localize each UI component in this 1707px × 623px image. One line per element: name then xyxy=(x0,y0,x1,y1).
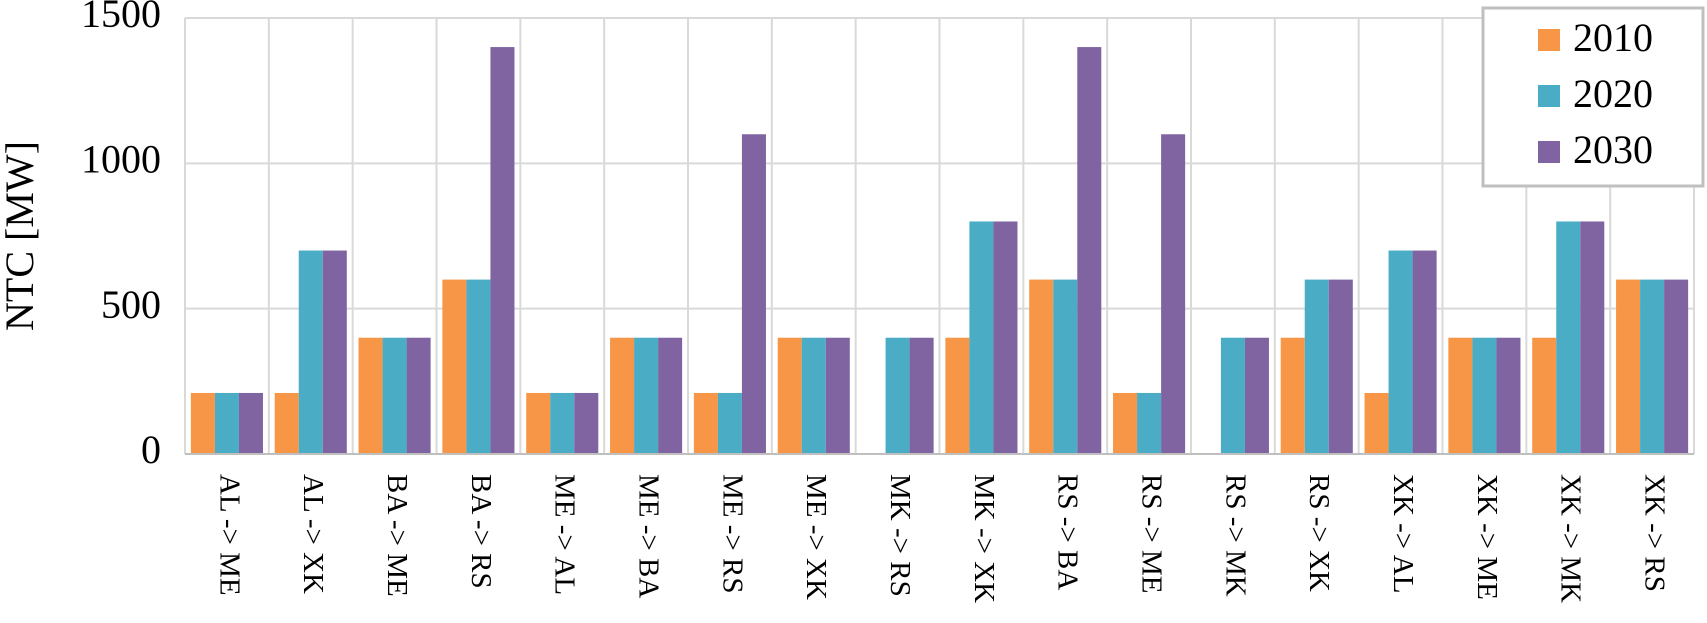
bar xyxy=(1448,337,1473,454)
bar xyxy=(190,392,215,454)
legend-label: 2020 xyxy=(1573,71,1653,116)
bar xyxy=(382,337,407,454)
legend-swatch xyxy=(1538,85,1560,107)
bar xyxy=(1077,47,1102,455)
bar xyxy=(1616,279,1641,454)
x-tick-label: XK -> ME xyxy=(1471,474,1503,600)
bar xyxy=(322,250,347,454)
y-tick-label: 500 xyxy=(101,282,161,327)
bar xyxy=(490,47,515,455)
bar xyxy=(1053,279,1078,454)
bar xyxy=(1244,337,1269,454)
bar xyxy=(909,337,934,454)
bar xyxy=(741,134,766,454)
x-tick-label: ME -> BA xyxy=(632,474,664,598)
bar xyxy=(801,337,826,454)
bar xyxy=(1412,250,1437,454)
legend-label: 2030 xyxy=(1573,127,1653,172)
bar xyxy=(574,392,599,454)
y-tick-label: 1500 xyxy=(81,0,161,36)
bar xyxy=(1496,337,1521,454)
bar xyxy=(1640,279,1665,454)
x-tick-label: AL -> ME xyxy=(213,474,245,596)
bar xyxy=(658,337,683,454)
bar xyxy=(693,392,718,454)
x-tick-label: BA -> ME xyxy=(381,474,413,597)
bar xyxy=(1029,279,1054,454)
bar xyxy=(1364,392,1389,454)
x-tick-label: RS -> ME xyxy=(1135,474,1167,593)
bar xyxy=(777,337,802,454)
bar xyxy=(717,392,742,454)
x-tick-label: XK -> MK xyxy=(1555,474,1587,603)
x-tick-label: ME -> XK xyxy=(800,474,832,600)
bar xyxy=(993,221,1018,454)
x-tick-label: XK -> AL xyxy=(1387,474,1419,593)
y-tick-label: 1000 xyxy=(81,137,161,182)
y-tick-label: 0 xyxy=(141,427,161,472)
bar xyxy=(1388,250,1413,454)
legend-swatch xyxy=(1538,141,1560,163)
bar xyxy=(238,392,263,454)
bar xyxy=(298,250,323,454)
x-tick-label: MK -> XK xyxy=(968,474,1000,603)
bar xyxy=(1556,221,1581,454)
x-tick-label: RS -> BA xyxy=(1052,474,1084,590)
bar xyxy=(214,392,239,454)
x-tick-label: RS -> XK xyxy=(1303,474,1335,592)
bar xyxy=(610,337,635,454)
x-tick-label: XK -> RS xyxy=(1638,474,1670,592)
bar xyxy=(1580,221,1605,454)
x-tick-label: MK -> RS xyxy=(884,474,916,597)
bar xyxy=(274,392,299,454)
bar xyxy=(406,337,431,454)
bar xyxy=(466,279,491,454)
bar xyxy=(1161,134,1186,454)
y-axis-label: NTC [MW] xyxy=(0,141,42,331)
bar xyxy=(1137,392,1162,454)
x-tick-label: RS -> MK xyxy=(1219,474,1251,597)
bar xyxy=(825,337,850,454)
legend-box xyxy=(1481,6,1705,188)
legend-swatch xyxy=(1538,29,1560,51)
bar xyxy=(1664,279,1689,454)
bar xyxy=(945,337,970,454)
bar xyxy=(1304,279,1329,454)
x-tick-label: BA -> RS xyxy=(465,474,497,589)
bar xyxy=(550,392,575,454)
bar xyxy=(885,337,910,454)
bar xyxy=(1113,392,1138,454)
legend-label: 2010 xyxy=(1573,15,1653,60)
bar xyxy=(1328,279,1353,454)
bar xyxy=(1532,337,1557,454)
bar xyxy=(442,279,467,454)
bar xyxy=(526,392,551,454)
bar xyxy=(969,221,994,454)
bar xyxy=(358,337,383,454)
bar xyxy=(634,337,659,454)
bar xyxy=(1220,337,1245,454)
x-tick-label: ME -> RS xyxy=(716,474,748,593)
bar xyxy=(1472,337,1497,454)
x-tick-label: ME -> AL xyxy=(549,474,581,595)
x-tick-label: AL -> XK xyxy=(297,474,329,594)
bar xyxy=(1280,337,1305,454)
